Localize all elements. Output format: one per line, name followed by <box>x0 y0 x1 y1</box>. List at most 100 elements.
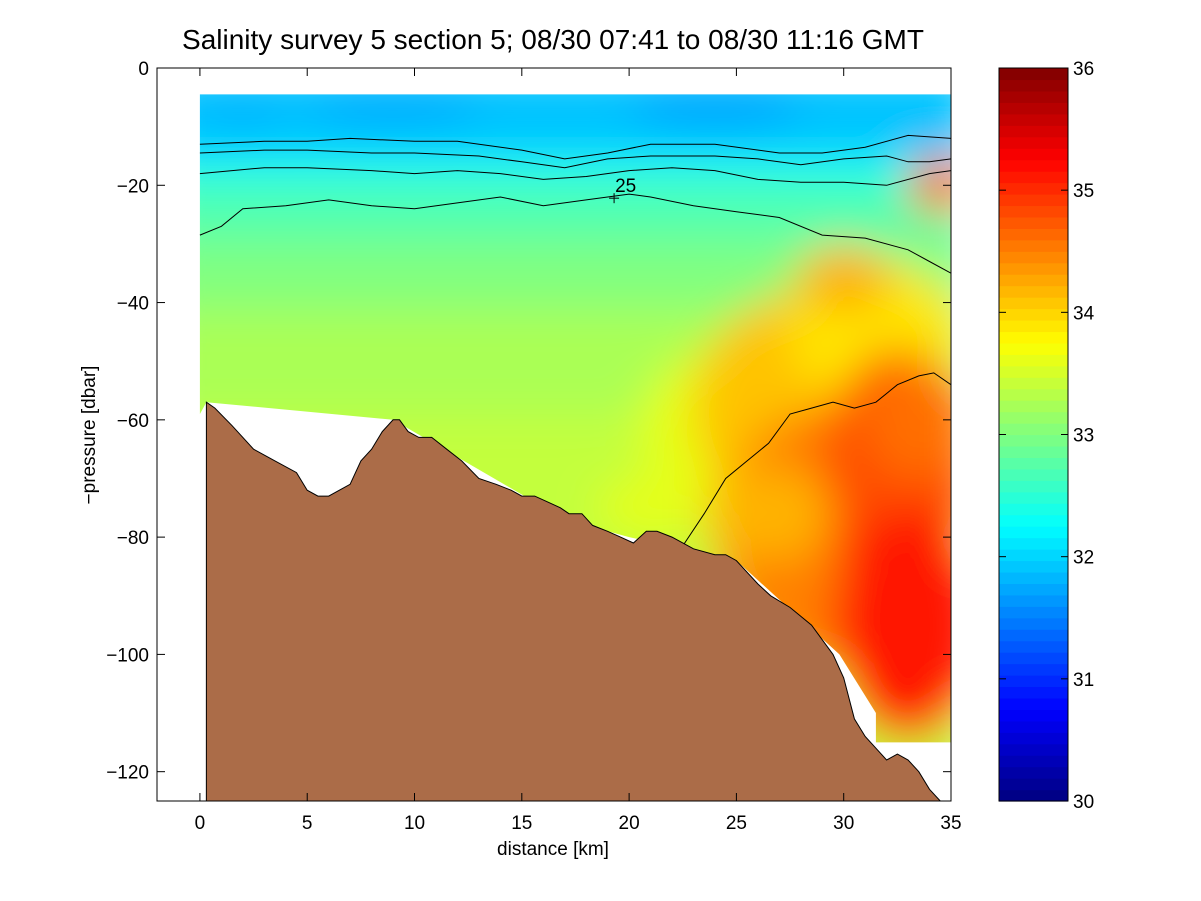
x-tick-label: 10 <box>404 813 425 834</box>
x-tick-label: 25 <box>726 813 747 834</box>
colorbar-band <box>999 526 1068 539</box>
colorbar-band <box>999 285 1068 298</box>
colorbar-band <box>999 342 1068 355</box>
colorbar-band <box>999 491 1068 504</box>
plot-frame <box>156 67 952 802</box>
colorbar-band <box>999 68 1068 81</box>
colorbar-band <box>999 434 1068 447</box>
colorbar-band <box>999 468 1068 481</box>
colorbar-band <box>999 136 1068 149</box>
colorbar-band <box>999 675 1068 688</box>
colorbar-band <box>999 365 1068 378</box>
colorbar-band <box>999 480 1068 493</box>
x-tick-label: 5 <box>302 813 313 834</box>
colorbar-band <box>999 159 1068 172</box>
y-tick-label: −60 <box>117 411 149 432</box>
contour-lines <box>199 134 951 547</box>
colorbar-band <box>999 354 1068 367</box>
colorbar-band <box>999 594 1068 607</box>
x-tick-label: 30 <box>833 813 854 834</box>
colorbar-band <box>999 583 1068 596</box>
contour-line <box>199 167 951 186</box>
y-tick-label: −100 <box>106 645 149 666</box>
colorbar-band <box>999 193 1068 207</box>
bathymetry-fill <box>205 401 942 802</box>
contour-line <box>199 149 951 169</box>
colorbar-band <box>999 732 1068 745</box>
x-axis: 0 5 10 15 20 25 30 35 <box>195 68 962 834</box>
y-tick-label: −20 <box>117 176 149 197</box>
x-tick-label: 20 <box>619 813 640 834</box>
contour-line <box>199 134 951 160</box>
colorbar-band <box>999 388 1068 401</box>
colorbar-band <box>999 228 1068 241</box>
contour-line <box>682 372 951 547</box>
x-axis-label: distance [km] <box>497 839 609 860</box>
y-tick-label: −120 <box>106 763 149 784</box>
colorbar-band <box>999 297 1068 310</box>
x-tick-label: 15 <box>511 813 532 834</box>
colorbar-band <box>999 262 1068 275</box>
colorbar-band <box>999 549 1068 562</box>
colorbar-tick-label: 35 <box>1073 181 1094 202</box>
colorbar-band <box>999 640 1068 653</box>
colorbar-band <box>999 560 1068 573</box>
colorbar-band <box>999 606 1068 619</box>
colorbar-band <box>999 113 1068 126</box>
colorbar-band <box>999 125 1068 138</box>
colorbar-band <box>999 182 1068 195</box>
colorbar-band <box>999 629 1068 642</box>
colorbar-band <box>999 319 1068 333</box>
colorbar-band <box>999 503 1068 516</box>
x-tick-label: 35 <box>940 813 961 834</box>
colorbar-band <box>999 571 1068 584</box>
colorbar-band <box>999 171 1068 184</box>
colorbar-band <box>999 251 1068 264</box>
colorbar-band <box>999 514 1068 527</box>
x-tick-label: 0 <box>195 813 206 834</box>
colorbar-band <box>999 652 1068 665</box>
colorbar-band <box>999 709 1068 722</box>
colorbar-tick-label: 36 <box>1073 59 1094 80</box>
colorbar-band <box>999 79 1068 92</box>
colorbar-band <box>999 102 1068 115</box>
colorbar-band <box>999 239 1068 252</box>
colorbar-band <box>999 778 1068 791</box>
colorbar-band <box>999 331 1068 344</box>
colorbar-tick-label: 34 <box>1073 303 1095 324</box>
colorbar-band <box>999 445 1068 458</box>
colorbar: 30 31 32 33 34 35 36 <box>998 59 1095 813</box>
plot-area: 25 0 5 10 15 20 25 30 35 0 −20 −40 −60 −80 −100 −120 <box>106 59 962 834</box>
colorbar-band <box>999 216 1068 229</box>
colorbar-band <box>999 537 1068 550</box>
colorbar-band <box>999 789 1068 802</box>
colorbar-band <box>999 308 1068 321</box>
colorbar-band <box>999 377 1068 390</box>
colorbar-band <box>999 400 1068 413</box>
colorbar-band <box>999 423 1068 436</box>
y-tick-label: −80 <box>117 528 149 549</box>
colorbar-band <box>999 686 1068 699</box>
colorbar-band <box>999 457 1068 470</box>
chart-title: Salinity survey 5 section 5; 08/30 07:41… <box>182 24 924 55</box>
contour-line <box>199 193 951 274</box>
contour-label: 25 <box>615 176 636 197</box>
colorbar-band <box>999 205 1068 218</box>
colorbar-band <box>999 411 1068 424</box>
colorbar-band <box>999 766 1068 779</box>
colorbar-tick-label: 31 <box>1073 670 1094 691</box>
y-axis: 0 −20 −40 −60 −80 −100 −120 <box>106 59 951 784</box>
colorbar-band <box>999 617 1068 630</box>
colorbar-band <box>999 743 1068 756</box>
colorbar-band <box>999 148 1068 161</box>
y-tick-label: 0 <box>138 59 149 80</box>
colorbar-band <box>999 663 1068 676</box>
y-axis-label: −pressure [dbar] <box>79 366 100 505</box>
colorbar-tick-label: 32 <box>1073 548 1094 569</box>
colorbar-band <box>999 720 1068 733</box>
colorbar-tick-label: 33 <box>1073 426 1094 447</box>
colorbar-band <box>999 755 1068 768</box>
colorbar-tick-label: 30 <box>1073 792 1094 813</box>
colorbar-band <box>999 90 1068 103</box>
